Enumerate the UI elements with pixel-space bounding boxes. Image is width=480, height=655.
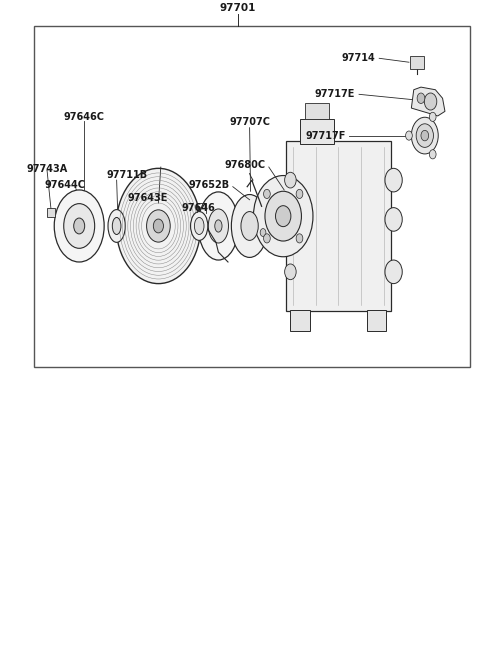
Circle shape (424, 93, 437, 110)
Circle shape (264, 234, 270, 243)
Circle shape (429, 150, 436, 159)
Circle shape (411, 117, 438, 154)
Circle shape (429, 112, 436, 121)
Text: 97680C: 97680C (224, 160, 265, 170)
Text: 97646: 97646 (181, 202, 215, 213)
Ellipse shape (241, 212, 258, 240)
Bar (410, 56, 424, 69)
Ellipse shape (153, 219, 164, 233)
Text: 97711B: 97711B (107, 170, 148, 180)
Ellipse shape (146, 210, 170, 242)
Ellipse shape (112, 217, 121, 234)
Bar (47, 208, 55, 217)
Bar (367, 310, 386, 331)
Bar (34, 26, 470, 367)
Circle shape (385, 208, 402, 231)
Bar (300, 119, 334, 144)
Circle shape (276, 206, 291, 227)
Circle shape (296, 234, 303, 243)
Text: 97717E: 97717E (315, 89, 355, 100)
Ellipse shape (116, 168, 201, 284)
Ellipse shape (191, 212, 208, 240)
Text: 97714: 97714 (342, 53, 375, 64)
Text: 97701: 97701 (219, 3, 256, 13)
Text: 97643E: 97643E (128, 193, 168, 203)
Ellipse shape (74, 218, 84, 234)
Text: 97743A: 97743A (26, 164, 68, 174)
Bar (290, 310, 310, 331)
Circle shape (385, 168, 402, 192)
Ellipse shape (208, 209, 228, 243)
Circle shape (285, 172, 296, 188)
Circle shape (417, 93, 425, 103)
Circle shape (421, 130, 429, 141)
Ellipse shape (231, 195, 268, 257)
Circle shape (385, 260, 402, 284)
Circle shape (285, 264, 296, 280)
Text: 97652B: 97652B (188, 179, 229, 190)
Ellipse shape (64, 204, 95, 248)
Circle shape (406, 131, 412, 140)
Text: 97644C: 97644C (44, 179, 85, 190)
Circle shape (264, 189, 270, 198)
Text: 97646C: 97646C (63, 111, 105, 122)
Ellipse shape (215, 220, 222, 232)
Text: 97707C: 97707C (229, 117, 270, 128)
Bar (305, 103, 329, 119)
Circle shape (296, 189, 303, 198)
Ellipse shape (54, 190, 104, 262)
Text: 97717F: 97717F (305, 130, 346, 141)
Bar (286, 141, 391, 311)
Circle shape (253, 176, 313, 257)
Ellipse shape (198, 192, 239, 260)
Circle shape (265, 191, 301, 241)
Circle shape (260, 229, 266, 236)
Ellipse shape (194, 217, 204, 234)
Polygon shape (411, 87, 445, 116)
Circle shape (416, 124, 433, 147)
Ellipse shape (108, 210, 125, 242)
